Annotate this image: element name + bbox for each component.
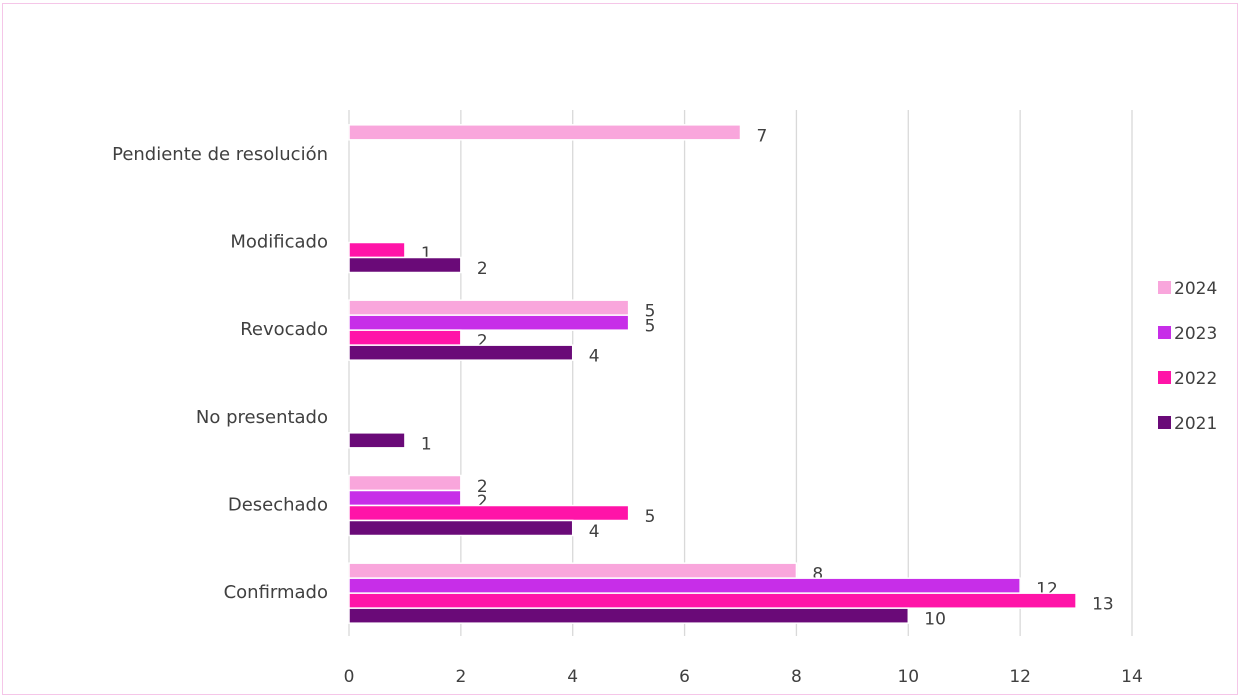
category-label: Revocado bbox=[240, 319, 328, 340]
category-label: No presentado bbox=[196, 407, 328, 428]
data-label: 1 bbox=[421, 244, 432, 264]
bar-2022 bbox=[348, 329, 462, 346]
bar-2023 bbox=[348, 577, 1021, 594]
legend-swatch-2021 bbox=[1158, 416, 1171, 429]
data-label: 5 bbox=[645, 507, 656, 527]
bar-2023 bbox=[348, 489, 462, 507]
bar-2022 bbox=[348, 504, 630, 522]
x-tick-label: 14 bbox=[1121, 667, 1143, 687]
category-label: Pendiente de resolución bbox=[112, 144, 328, 165]
bar-2021 bbox=[348, 607, 910, 624]
data-label: 8 bbox=[812, 565, 823, 585]
legend-label: 2022 bbox=[1174, 369, 1217, 389]
x-tick-label: 4 bbox=[567, 667, 578, 687]
category-label: Desechado bbox=[228, 495, 328, 516]
bar-2022 bbox=[348, 241, 406, 259]
bar-2022 bbox=[348, 592, 1077, 609]
data-label: 2 bbox=[477, 477, 488, 497]
legend-label: 2021 bbox=[1174, 414, 1217, 434]
data-label: 4 bbox=[589, 522, 600, 542]
legend-label: 2023 bbox=[1174, 324, 1217, 344]
data-label: 1 bbox=[421, 434, 432, 454]
bar-2024 bbox=[348, 299, 630, 316]
data-label: 4 bbox=[589, 347, 600, 367]
legend-swatch-2023 bbox=[1158, 326, 1171, 339]
bar-2024 bbox=[348, 474, 462, 492]
bar-2021 bbox=[348, 519, 574, 537]
category-label: Confirmado bbox=[224, 582, 328, 603]
x-tick-label: 8 bbox=[791, 667, 802, 687]
x-tick-label: 0 bbox=[344, 667, 355, 687]
x-tick-label: 2 bbox=[455, 667, 466, 687]
data-label: 10 bbox=[924, 610, 946, 630]
data-label: 2 bbox=[477, 492, 488, 512]
bar-2024 bbox=[348, 124, 742, 141]
x-tick-label: 6 bbox=[679, 667, 690, 687]
x-tick-label: 10 bbox=[897, 667, 919, 687]
data-label: 5 bbox=[645, 317, 656, 337]
bar-2024 bbox=[348, 562, 798, 579]
bar-2021 bbox=[348, 256, 462, 274]
category-label: Modificado bbox=[230, 232, 328, 253]
legend-swatch-2024 bbox=[1158, 281, 1171, 294]
data-label: 2 bbox=[477, 332, 488, 352]
data-label: 5 bbox=[645, 302, 656, 322]
legend-label: 2024 bbox=[1174, 279, 1217, 299]
data-label: 7 bbox=[757, 126, 768, 146]
bar-2023 bbox=[348, 314, 630, 331]
legend-swatch-2022 bbox=[1158, 371, 1171, 384]
data-label: 13 bbox=[1092, 595, 1114, 615]
bar-2021 bbox=[348, 344, 574, 361]
data-label: 2 bbox=[477, 259, 488, 279]
bar-2021 bbox=[348, 432, 406, 449]
x-tick-label: 12 bbox=[1009, 667, 1031, 687]
